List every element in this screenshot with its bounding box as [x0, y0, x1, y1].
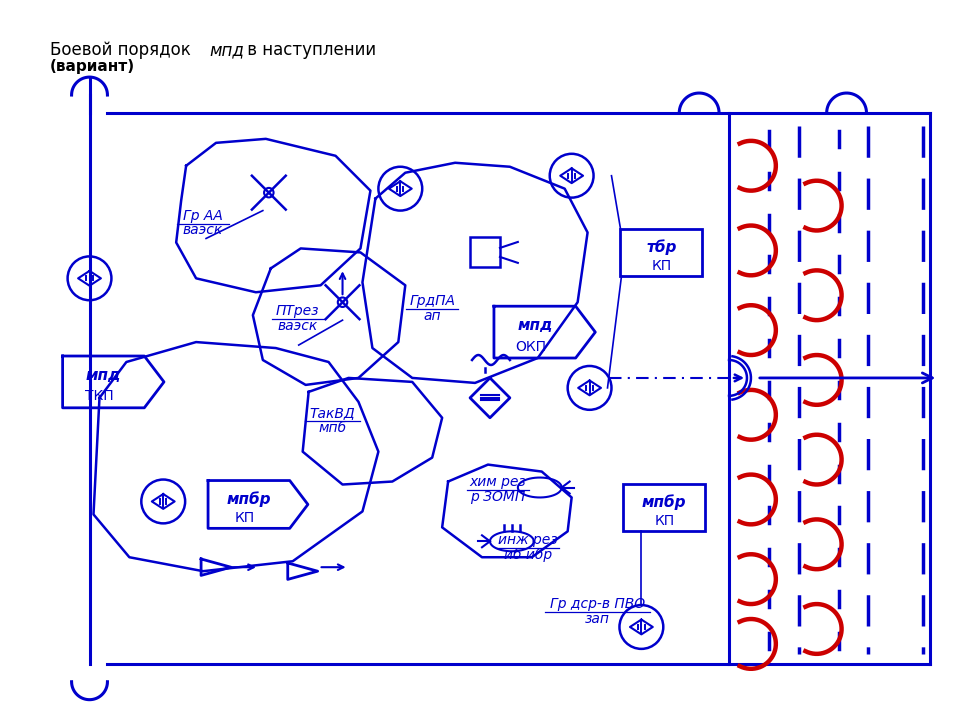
Text: мпд: мпд	[209, 41, 244, 59]
Text: КП: КП	[235, 510, 254, 525]
Bar	[620, 228, 702, 276]
Text: Гр АА: Гр АА	[183, 209, 223, 222]
Text: ТакВД: ТакВД	[310, 406, 355, 420]
Text: тбр: тбр	[646, 239, 677, 255]
Text: в наступлении: в наступлении	[242, 41, 376, 59]
Text: ГрдПА: ГрдПА	[409, 294, 455, 308]
Text: ПТрез: ПТрез	[276, 304, 320, 318]
Text: мпбр: мпбр	[642, 494, 686, 510]
Bar	[470, 238, 500, 267]
Text: ваэск: ваэск	[183, 223, 223, 238]
Bar	[623, 484, 706, 531]
Text: мпд: мпд	[517, 318, 552, 333]
Text: ваэск: ваэск	[277, 319, 318, 333]
Text: ап: ап	[423, 309, 441, 323]
Text: (вариант): (вариант)	[50, 59, 134, 74]
Text: инж рез: инж рез	[498, 534, 558, 547]
Text: мпб: мпб	[319, 420, 347, 435]
Text: Гр дср-в ПВО: Гр дср-в ПВО	[550, 597, 645, 611]
Text: КП: КП	[654, 514, 674, 528]
Text: КП: КП	[651, 258, 671, 273]
Text: р ЗОМП: р ЗОМП	[470, 490, 525, 505]
Text: зап: зап	[585, 612, 610, 626]
Text: ОКП: ОКП	[516, 340, 546, 354]
Text: Боевой порядок: Боевой порядок	[50, 41, 196, 59]
Text: хим рез: хим рез	[469, 475, 526, 490]
Text: ТКП: ТКП	[85, 390, 113, 403]
Text: мпбр: мпбр	[227, 491, 271, 507]
Text: иб ибр: иб ибр	[504, 548, 552, 562]
Text: мпд: мпд	[85, 368, 121, 383]
